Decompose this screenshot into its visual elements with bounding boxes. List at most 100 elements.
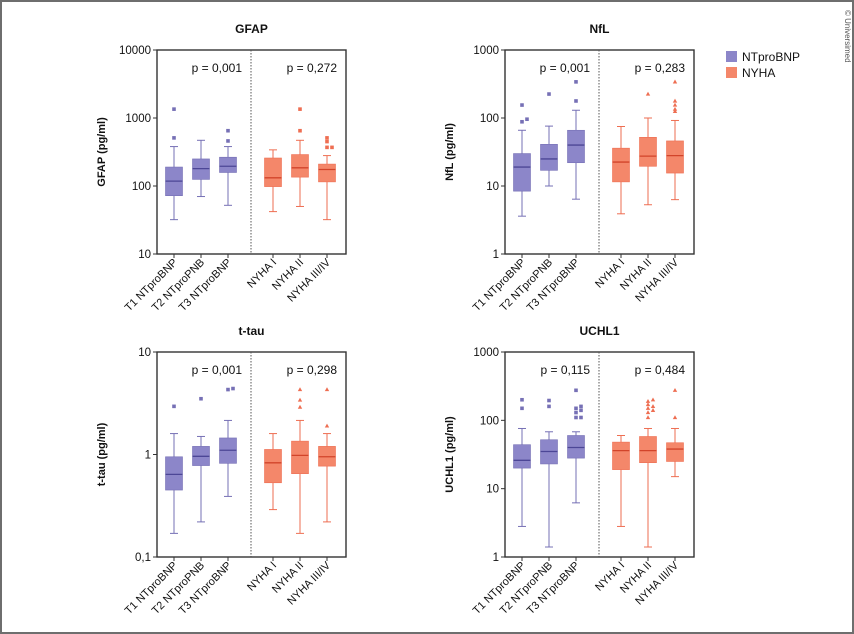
panel-gfap: GFAP GFAP (pg/ml) 10 100 1000 10000 p = 0,001 p…: [96, 22, 347, 314]
y-tick-label: 10000: [119, 45, 151, 57]
outlier-point: [226, 139, 230, 143]
box-nyha-iii-iv: [318, 136, 336, 221]
y-tick-label: 100: [132, 181, 151, 193]
outlier-point: [672, 109, 678, 114]
box-t1-ntprobnp: [513, 103, 531, 217]
box-iqr: [219, 156, 237, 173]
outlier-point: [650, 404, 656, 408]
chart-title: GFAP: [235, 22, 268, 36]
p-value-left: p = 0,115: [541, 363, 591, 377]
outlier-point: [645, 402, 651, 407]
box-t1-ntprobnp: [165, 107, 183, 221]
outlier-point: [199, 396, 203, 401]
legend-swatch-ntprobnp: [726, 51, 737, 62]
y-tick-label: 10: [138, 347, 151, 359]
outlier-point: [325, 139, 329, 144]
copyright-text: © Universimed: [843, 10, 852, 63]
outlier-point: [574, 99, 578, 103]
outlier-point: [172, 107, 176, 111]
box-iqr: [264, 157, 282, 187]
box-nyha-iii-iv: [666, 79, 684, 201]
box-t3-ntprobnp: [219, 386, 237, 497]
y-tick-label: 1: [493, 552, 499, 564]
outlier-point: [297, 387, 303, 392]
box-iqr: [540, 144, 558, 171]
y-tick-label: 100: [480, 415, 499, 427]
box-iqr: [318, 163, 336, 183]
y-tick-label: 0,1: [135, 552, 151, 564]
outlier-point: [672, 102, 678, 107]
y-tick-label: 1: [493, 249, 499, 261]
box-t2-ntpropnb: [540, 398, 558, 548]
box-t2-ntpropnb: [192, 139, 210, 198]
outlier-point: [297, 404, 303, 409]
box-iqr: [291, 154, 309, 178]
y-axis-label: UCHL1 (pg/ml): [444, 416, 456, 493]
outlier-point: [574, 410, 578, 415]
y-tick-label: 1000: [125, 113, 151, 125]
box-nyha-ii: [291, 107, 309, 207]
outlier-point: [579, 415, 583, 420]
box-iqr: [612, 147, 630, 183]
p-value-right: p = 0,283: [635, 61, 686, 75]
box-t1-ntprobnp: [165, 404, 183, 534]
outlier-point: [547, 398, 551, 403]
outlier-point: [520, 406, 524, 411]
outlier-point: [579, 404, 583, 409]
box-t3-ntprobnp: [567, 388, 585, 504]
chart-title: UCHL1: [579, 324, 619, 338]
outlier-point: [297, 397, 303, 402]
box-nyha-i: [264, 433, 282, 511]
box-nyha-i: [612, 125, 630, 215]
y-tick-label: 10: [486, 484, 499, 496]
outlier-point: [574, 406, 578, 411]
outlier-point: [226, 387, 230, 392]
outlier-point: [672, 106, 678, 111]
panel-nfl: NfL NfL (pg/ml) 1 10 100 1000 p = 0,001 p = 0,2…: [444, 22, 695, 314]
outlier-point: [298, 128, 302, 133]
outlier-point: [672, 79, 678, 84]
outlier-point: [520, 397, 524, 402]
chart-title: NfL: [590, 22, 610, 36]
y-axis-label: NfL (pg/ml): [444, 123, 456, 181]
legend-label-ntprobnp: NTproBNP: [742, 50, 800, 64]
outlier-point: [547, 92, 551, 96]
outlier-point: [645, 406, 651, 410]
box-t3-ntprobnp: [219, 128, 237, 206]
outlier-point: [645, 91, 651, 96]
y-tick-label: 10: [486, 181, 499, 193]
outlier-point: [645, 415, 651, 420]
legend-label-nyha: NYHA: [742, 66, 775, 80]
box-iqr: [666, 140, 684, 174]
box-t2-ntpropnb: [540, 92, 558, 187]
outlier-point: [525, 117, 529, 122]
outlier-point: [226, 128, 230, 133]
outlier-point: [574, 80, 578, 84]
chart-title: t-tau: [239, 324, 265, 338]
y-tick-label: 100: [480, 113, 499, 125]
p-value-right: p = 0,298: [287, 363, 338, 377]
p-value-right: p = 0,484: [635, 363, 686, 377]
panel-uchl1: UCHL1 UCHL1 (pg/ml) 1 10 100 1000 p = 0,115 p =…: [444, 324, 695, 617]
outlier-point: [172, 404, 176, 409]
outlier-point: [574, 415, 578, 420]
y-tick-label: 1000: [473, 45, 499, 57]
box-iqr: [639, 436, 657, 463]
outlier-point: [324, 423, 330, 428]
box-iqr: [291, 440, 309, 474]
outlier-point: [645, 410, 651, 415]
outlier-point: [520, 103, 524, 107]
legend-swatch-nyha: [726, 67, 737, 78]
outlier-point: [298, 107, 302, 111]
p-value-left: p = 0,001: [540, 61, 591, 75]
box-nyha-ii: [639, 397, 657, 548]
outlier-point: [650, 408, 656, 412]
box-t3-ntprobnp: [567, 80, 585, 200]
outlier-point: [672, 415, 678, 420]
p-value-right: p = 0,272: [287, 61, 338, 75]
box-iqr: [666, 442, 684, 462]
p-value-left: p = 0,001: [192, 61, 243, 75]
outlier-point: [325, 136, 329, 140]
legend: NTproBNP NYHA: [726, 50, 800, 80]
